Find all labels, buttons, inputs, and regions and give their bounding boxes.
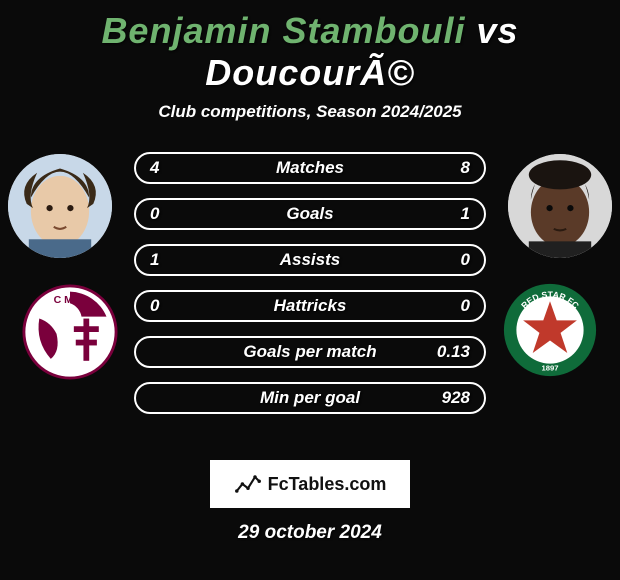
stat-right-value: 0 [410,250,470,270]
stat-row: Goals per match 0.13 [134,336,486,368]
svg-text:C MET: C MET [54,294,87,306]
stat-left-value: 0 [150,296,210,316]
player2-avatar [508,154,612,258]
stats-list: 4 Matches 8 0 Goals 1 1 Assists 0 0 Hatt… [134,152,486,428]
stat-label: Min per goal [210,388,410,408]
stat-right-value: 928 [410,388,470,408]
stat-row: 1 Assists 0 [134,244,486,276]
fctables-logo-icon [234,470,262,498]
club1-badge: C MET [22,284,118,380]
svg-text:1897: 1897 [541,363,558,372]
stat-label: Goals [210,204,410,224]
stat-right-value: 0 [410,296,470,316]
player1-avatar [8,154,112,258]
stat-right-value: 8 [410,158,470,178]
stat-row: Min per goal 928 [134,382,486,414]
club2-badge: RED STAR FC 1897 [502,282,598,378]
player2-face-icon [508,154,612,258]
stat-right-value: 1 [410,204,470,224]
branding-text: FcTables.com [268,474,387,495]
club1-badge-icon: C MET [22,284,118,380]
subtitle: Club competitions, Season 2024/2025 [0,102,620,122]
page-title: Benjamin Stambouli vs DoucourÃ© [0,10,620,94]
player1-face-icon [8,154,112,258]
stat-row: 0 Hattricks 0 [134,290,486,322]
stat-row: 4 Matches 8 [134,152,486,184]
club2-badge-icon: RED STAR FC 1897 [502,282,598,378]
stat-row: 0 Goals 1 [134,198,486,230]
stat-right-value: 0.13 [410,342,470,362]
stat-label: Hattricks [210,296,410,316]
title-player1: Benjamin Stambouli [101,10,465,51]
stat-label: Goals per match [210,342,410,362]
stat-left-value: 1 [150,250,210,270]
stat-label: Matches [210,158,410,178]
date-text: 29 october 2024 [0,522,620,544]
content-area: C MET RED STAR FC 1897 4 Matches 8 [0,152,620,452]
comparison-card: Benjamin Stambouli vs DoucourÃ© Club com… [0,0,620,544]
stat-label: Assists [210,250,410,270]
title-player2: DoucourÃ© [205,52,415,93]
stat-left-value: 0 [150,204,210,224]
branding-banner: FcTables.com [210,460,410,508]
title-vs: vs [477,10,519,51]
stat-left-value: 4 [150,158,210,178]
